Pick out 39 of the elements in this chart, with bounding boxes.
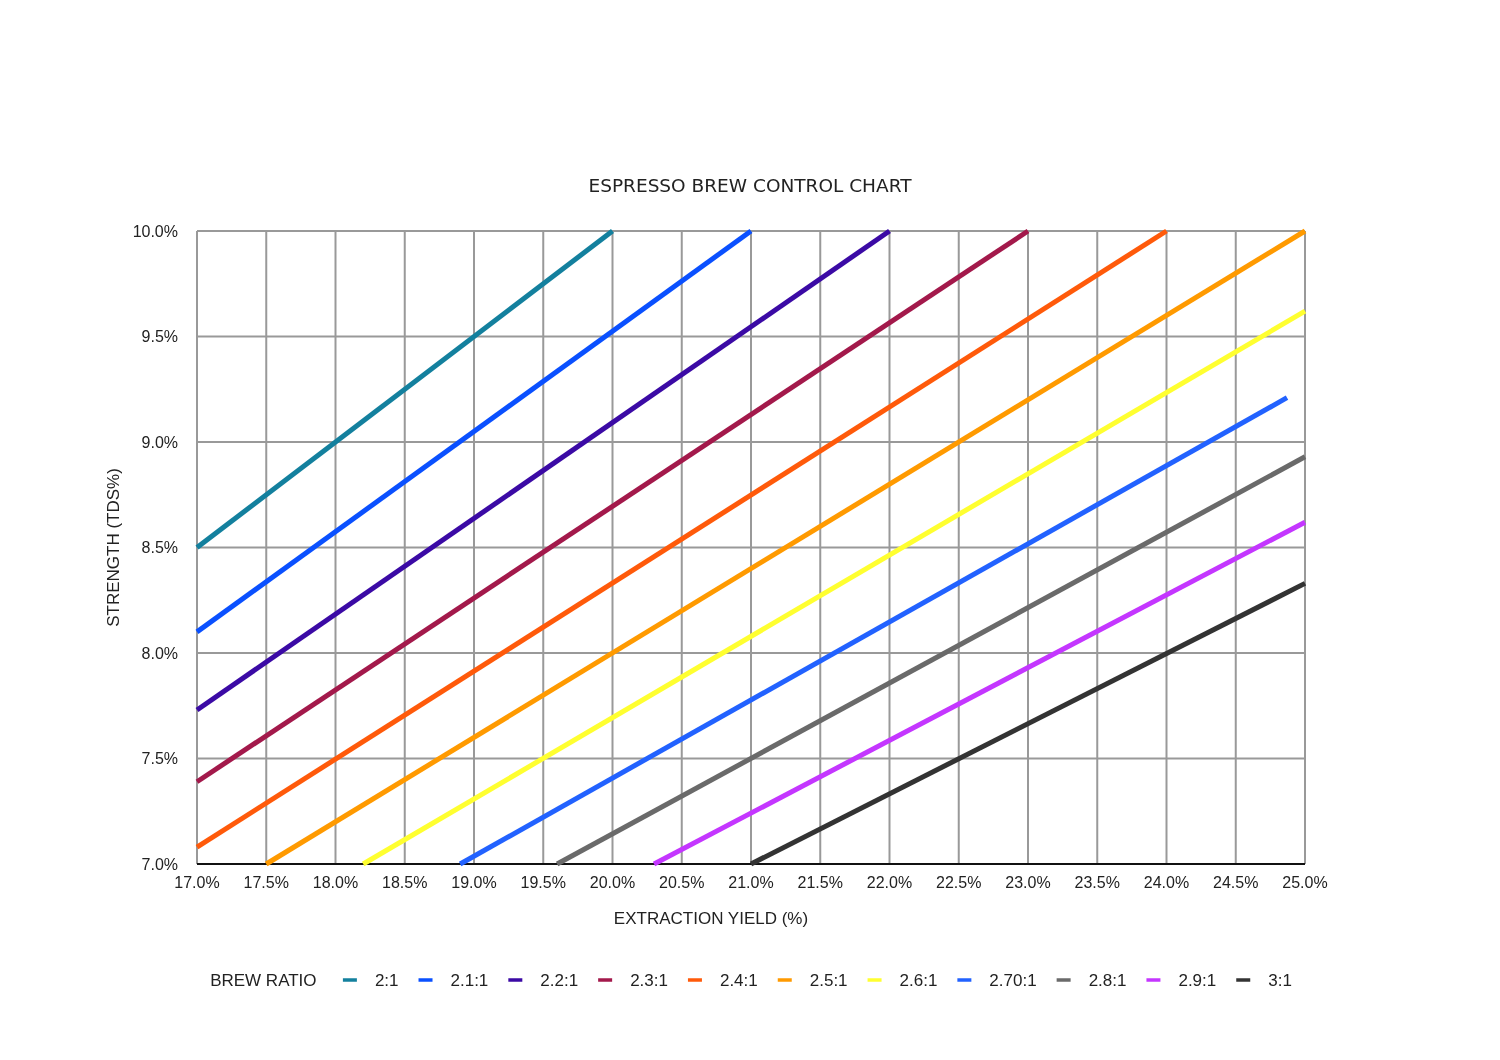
chart-title: ESPRESSO BREW CONTROL CHART [588,175,913,197]
y-tick-label: 7.5% [141,750,178,768]
legend-label: 2.3:1 [630,970,668,990]
legend-label: 2.5:1 [809,970,848,990]
x-tick-label: 17.0% [174,873,220,891]
x-tick-label: 23.5% [1074,873,1120,891]
legend-label: 2.1:1 [450,970,489,990]
x-tick-label: 21.5% [797,873,843,891]
x-tick-label: 23.0% [1005,873,1051,891]
x-tick-label: 17.5% [243,873,289,891]
y-tick-label: 8.5% [141,539,178,557]
y-tick-label: 8.0% [141,644,178,662]
legend-label: 3:1 [1268,970,1292,990]
legend-label: 2.6:1 [899,970,938,990]
x-tick-label: 22.5% [936,873,982,891]
x-tick-label: 18.0% [312,873,359,891]
x-tick-label: 24.0% [1143,873,1190,891]
legend-label: 2:1 [374,970,399,990]
legend-label: 2.70:1 [989,970,1037,990]
legend-label: 2.9:1 [1178,970,1217,990]
y-tick-label: 7.0% [141,855,178,873]
x-axis-title: EXTRACTION YIELD (%) [613,908,809,928]
y-axis-title: STRENGTH (TDS%) [103,468,123,627]
x-tick-label: 19.5% [520,873,566,891]
x-tick-label: 22.0% [866,873,913,891]
x-tick-label: 18.5% [382,873,428,891]
y-tick-label: 9.0% [141,433,178,451]
x-tick-label: 25.0% [1282,873,1328,891]
legend-label: 2.4:1 [719,970,758,990]
legend-label: 2.2:1 [540,970,579,990]
legend-title: BREW RATIO [210,970,317,990]
y-tick-label: 10.0% [132,222,178,240]
x-tick-label: 21.0% [728,873,774,891]
legend-label: 2.8:1 [1088,970,1127,990]
x-tick-label: 20.0% [589,873,636,891]
x-tick-label: 24.5% [1213,873,1259,891]
y-tick-label: 9.5% [141,328,178,346]
x-tick-label: 20.5% [659,873,705,891]
x-tick-label: 19.0% [451,873,497,891]
